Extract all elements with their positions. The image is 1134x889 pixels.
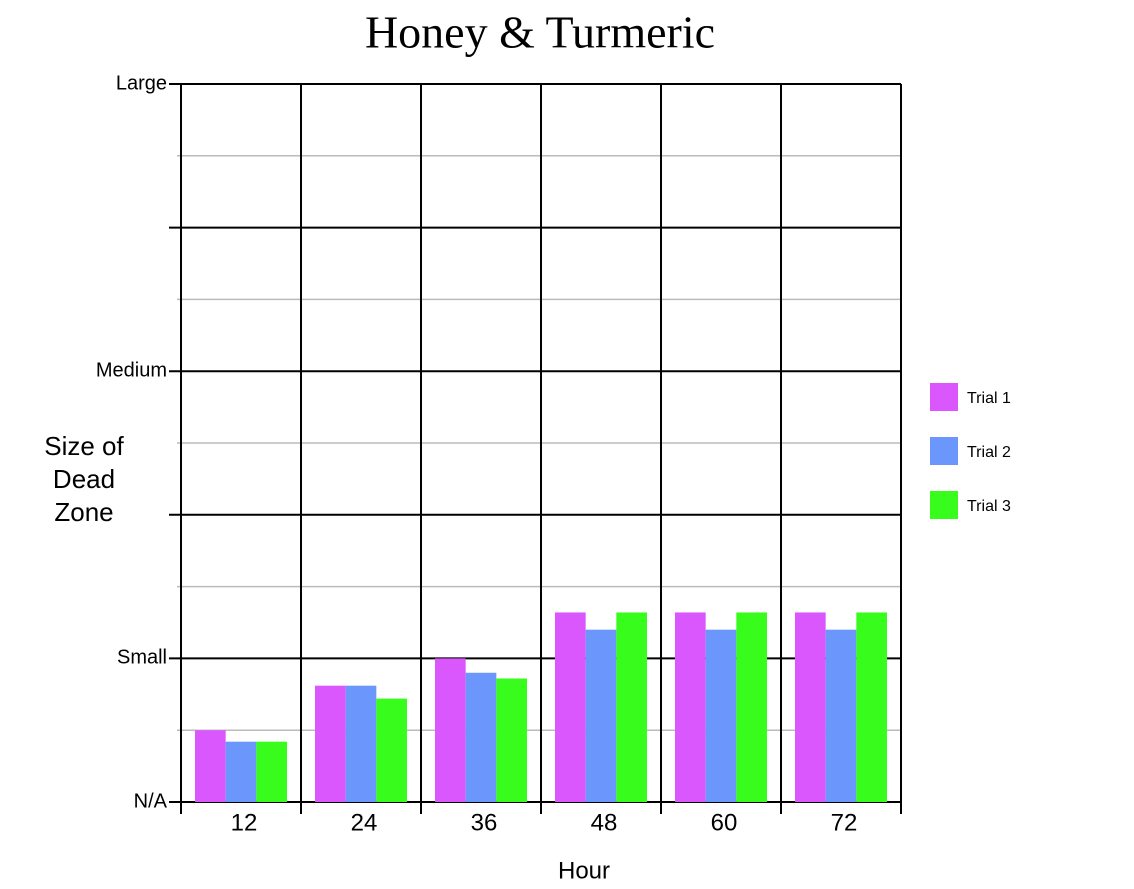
legend-swatch: [930, 491, 958, 519]
bar: [705, 629, 737, 802]
y-tick-label: Medium: [96, 359, 167, 381]
x-tick-label: 12: [231, 809, 258, 836]
y-axis-label: Size of Dead Zone: [44, 431, 124, 527]
legend-swatch: [930, 437, 958, 465]
bar: [675, 612, 706, 802]
x-tick-label: 72: [831, 809, 858, 836]
bar: [345, 685, 377, 802]
legend-label: Trial 1: [967, 390, 1011, 407]
y-tick-label: N/A: [134, 790, 168, 812]
bar: [795, 612, 826, 802]
bar: [555, 612, 586, 802]
bar: [736, 612, 767, 802]
bar: [465, 672, 497, 802]
bar: [195, 730, 226, 802]
bar: [225, 741, 257, 802]
x-tick-label: 36: [471, 809, 498, 836]
bar: [256, 741, 287, 802]
bar: [856, 612, 887, 802]
bar: [315, 685, 346, 802]
bar: [825, 629, 857, 802]
y-tick-label: Large: [116, 72, 167, 94]
legend-swatch: [930, 383, 958, 411]
bar: [616, 612, 647, 802]
x-tick-label: 60: [711, 809, 738, 836]
x-axis-label: Hour: [558, 857, 610, 884]
bar: [496, 678, 527, 802]
bar: [585, 629, 617, 802]
y-tick-label: Small: [117, 647, 167, 669]
chart-title: Honey & Turmeric: [365, 7, 715, 58]
x-tick-label: 24: [351, 809, 378, 836]
legend-label: Trial 2: [967, 444, 1011, 461]
legend-label: Trial 3: [967, 498, 1011, 515]
bar: [376, 698, 407, 802]
bar: [435, 658, 466, 802]
x-tick-label: 48: [591, 809, 618, 836]
